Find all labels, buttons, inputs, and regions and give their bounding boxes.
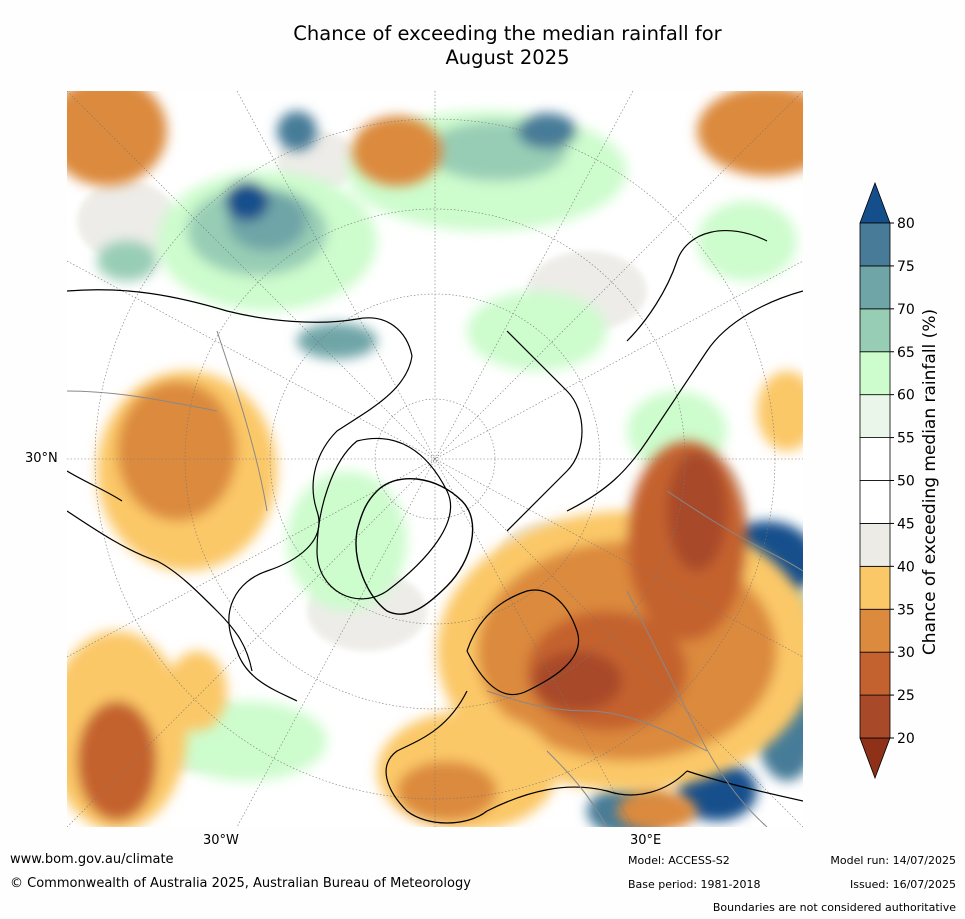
footer-model-run: Model run: 14/07/2025 (830, 854, 956, 867)
colorbar-band-25_30 (859, 651, 891, 696)
map-canvas (67, 91, 803, 827)
colorbar-tick-label-70: 70 (897, 302, 915, 318)
colorbar-tick-label-20: 20 (897, 731, 915, 747)
colorbar-band-55_60 (859, 394, 891, 438)
colorbar-extend-top (859, 181, 891, 224)
colorbar-band-65_70 (859, 308, 891, 353)
footer-website: www.bom.gov.au/climate (10, 852, 174, 867)
lon-label-30e: 30°E (630, 833, 662, 848)
colorbar-band-75_80 (859, 222, 891, 267)
title-line-1: Chance of exceeding the median rainfall … (293, 22, 722, 45)
colorbar-tick-label-65: 65 (897, 345, 915, 361)
colorbar-tick-label-40: 40 (897, 559, 915, 575)
lat-label-30n: 30°N (25, 451, 58, 466)
colorbar-band-60_65 (859, 351, 891, 396)
footer-copyright: © Commonwealth of Australia 2025, Austra… (10, 876, 471, 891)
footer-model: Model: ACCESS-S2 (628, 854, 730, 867)
colorbar-band-40_45 (859, 523, 891, 567)
colorbar-tick-label-35: 35 (897, 602, 915, 618)
footer-issued: Issued: 16/07/2025 (849, 878, 956, 891)
colorbar-band-45_50 (859, 480, 891, 524)
colorbar-tick-label-60: 60 (897, 388, 915, 404)
colorbar-band-50_55 (859, 437, 891, 481)
lon-label-30w: 30°W (203, 833, 239, 848)
rainfall-map (67, 91, 803, 827)
colorbar-band-30_35 (859, 608, 891, 653)
boundaries (67, 330, 803, 827)
colorbar-svg: 20 25 30 35 40 45 50 55 60 65 70 75 80 (859, 181, 915, 780)
map-title: Chance of exceeding the median rainfall … (0, 22, 965, 70)
colorbar-extend-bottom (859, 737, 891, 780)
colorbar-tick-label-45: 45 (897, 516, 915, 532)
colorbar-band-35_40 (859, 565, 891, 610)
greenland (355, 478, 474, 615)
colorbar-band-70_75 (859, 265, 891, 310)
footer-disclaimer: Boundaries are not considered authoritat… (712, 901, 956, 914)
coastlines (67, 230, 803, 824)
colorbar: 20 25 30 35 40 45 50 55 60 65 70 75 80 (855, 180, 965, 780)
colorbar-title: Chance of exceeding median rainfall (%) (920, 308, 940, 656)
footer-base-period: Base period: 1981-2018 (628, 878, 761, 891)
colorbar-tick-label-75: 75 (897, 259, 915, 275)
colorbar-tick-label-25: 25 (897, 688, 915, 704)
colorbar-tick-label-80: 80 (897, 216, 915, 232)
colorbar-tick-label-55: 55 (897, 431, 915, 447)
colorbar-tick-label-50: 50 (897, 474, 915, 490)
graticule (67, 91, 803, 827)
title-line-2: August 2025 (445, 46, 570, 69)
colorbar-band-20_25 (859, 694, 891, 739)
colorbar-tick-label-30: 30 (897, 645, 915, 661)
